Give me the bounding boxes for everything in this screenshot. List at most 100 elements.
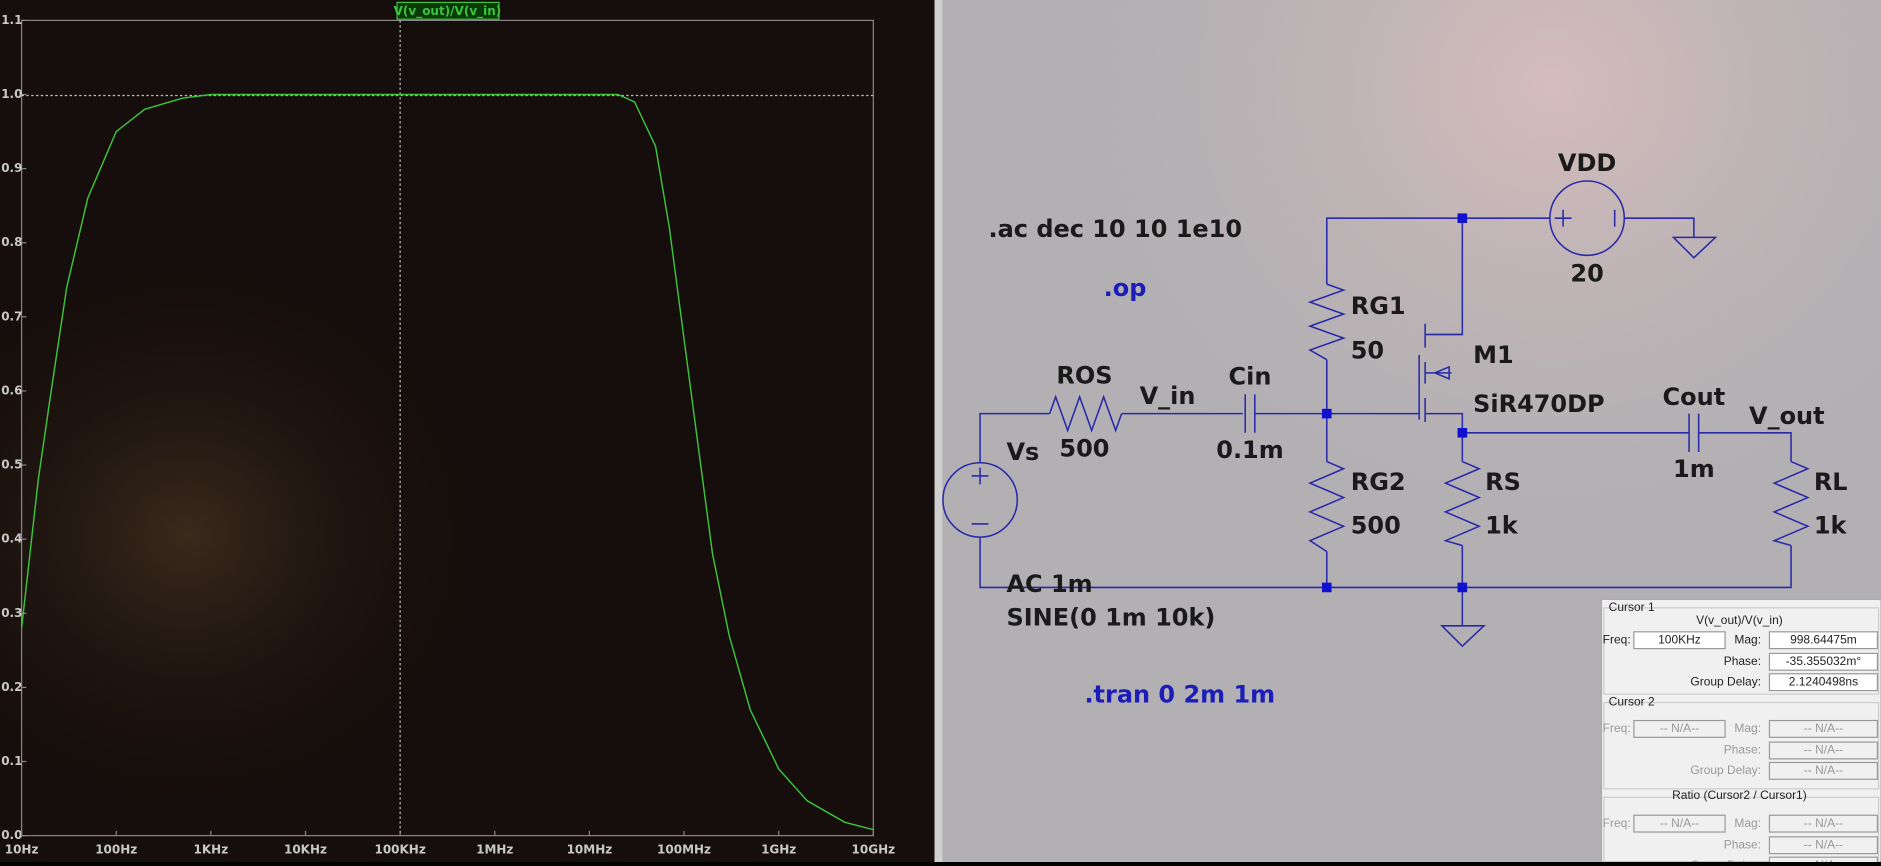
component-name[interactable]: ROS	[1056, 361, 1112, 389]
x-tick-label: 1GHz	[761, 843, 796, 857]
net-label[interactable]: V_in	[1140, 382, 1196, 410]
field[interactable]	[1768, 673, 1879, 692]
field-label: Mag:	[1734, 721, 1761, 735]
vs-polarity	[971, 467, 989, 525]
component-value[interactable]: 500	[1351, 511, 1401, 539]
mosfet	[1418, 323, 1464, 433]
y-tick-label: 0.9	[1, 161, 22, 175]
component-name[interactable]: M1	[1473, 341, 1514, 369]
plot-shade	[0, 0, 935, 862]
component-value[interactable]: 500	[1059, 435, 1109, 463]
field-value: 100KHz	[1658, 632, 1701, 646]
field-value: -- N/A--	[1804, 858, 1843, 862]
field-value: -- N/A--	[1804, 837, 1843, 851]
junction	[1457, 213, 1468, 223]
capacitor-cin	[1244, 394, 1256, 433]
field-value: -35.355032m°	[1786, 654, 1862, 668]
component-name[interactable]: Vs	[1006, 438, 1039, 466]
group-heading: Cursor 2	[1609, 695, 1655, 709]
net-label[interactable]: V_out	[1749, 402, 1825, 430]
component-name[interactable]: Cin	[1229, 363, 1272, 391]
field-label: Freq:	[1603, 632, 1631, 646]
field[interactable]	[1768, 761, 1879, 780]
trace-title: V(v_out)/V(v_in)	[394, 4, 502, 19]
field-value: -- N/A--	[1660, 721, 1699, 735]
y-tick-label: 0.1	[1, 754, 22, 768]
trace	[20, 93, 874, 831]
y-tick-label: 0.3	[1, 606, 22, 620]
field[interactable]	[1633, 719, 1726, 738]
y-tick-label: 0.2	[1, 680, 22, 694]
splitter[interactable]	[934, 0, 943, 862]
resistor-rs	[1443, 460, 1482, 547]
x-tick-label: 1MHz	[476, 843, 513, 857]
y-tick-label: 0.0	[1, 828, 22, 842]
field-label: Mag:	[1734, 816, 1761, 830]
group-heading: Ratio (Cursor2 / Cursor1)	[1672, 788, 1807, 802]
field-label: Phase:	[1724, 837, 1761, 851]
y-tick-label: 0.8	[1, 235, 22, 249]
x-tick-label: 10Hz	[5, 843, 39, 857]
field-label: Group Delay:	[1690, 763, 1761, 777]
component-name[interactable]: Cout	[1663, 383, 1726, 411]
field-value: -- N/A--	[1804, 743, 1843, 757]
field[interactable]	[1768, 836, 1879, 855]
field[interactable]	[1768, 741, 1879, 760]
group-frame	[1603, 607, 1880, 695]
source-vs	[942, 461, 1019, 538]
component-value[interactable]: SiR470DP	[1473, 390, 1604, 418]
component-value[interactable]: SINE(0 1m 10k)	[1006, 604, 1215, 632]
ground	[1440, 236, 1718, 648]
field-value: -- N/A--	[1804, 763, 1843, 777]
field-value: 998.64475m	[1790, 632, 1857, 646]
resistor-rl	[1771, 460, 1810, 547]
component-name[interactable]: RG2	[1351, 468, 1406, 496]
field[interactable]	[1768, 631, 1879, 650]
resistor-ros	[1048, 394, 1123, 433]
directive[interactable]: .tran 0 2m 1m	[1084, 680, 1275, 708]
group-frame	[1603, 796, 1880, 866]
component-name[interactable]: VDD	[1558, 149, 1616, 177]
plot-frame	[20, 19, 874, 837]
component-value[interactable]: 50	[1351, 336, 1384, 364]
field-label: Phase:	[1724, 743, 1761, 757]
field-label: Group Delay:	[1690, 858, 1761, 862]
trace-name: V(v_out)/V(v_in)	[1696, 613, 1783, 627]
cursor-panel: Cursor 1 V(v_out)/V(v_in) Freq: 100KHz Mag: 9…	[1600, 598, 1881, 866]
group-frame	[1603, 701, 1880, 790]
field-label: Group Delay:	[1690, 674, 1761, 688]
y-tick-label: 0.4	[1, 532, 22, 546]
x-tick-label: 1KHz	[194, 843, 229, 857]
vdd-polarity	[1554, 209, 1616, 227]
field[interactable]	[1633, 814, 1726, 833]
field-label: Freq:	[1603, 816, 1631, 830]
field-value: -- N/A--	[1660, 816, 1699, 830]
junction	[1457, 582, 1468, 593]
component-name[interactable]: RG1	[1351, 292, 1406, 320]
resistor-rg2	[1308, 460, 1346, 553]
field[interactable]	[1633, 631, 1726, 650]
component-value[interactable]: 0.1m	[1216, 436, 1283, 464]
component-value[interactable]: AC 1m	[1006, 570, 1092, 598]
field[interactable]	[1768, 719, 1879, 738]
component-value[interactable]: 20	[1570, 260, 1603, 288]
component-value[interactable]: 1k	[1814, 511, 1848, 539]
component-name[interactable]: RS	[1485, 468, 1521, 496]
x-tick-label: 100Hz	[95, 843, 137, 857]
plot: 0.0 0.1 0.2 0.3 0.4 0.5 0.6 0.7 0.8 0.9 1.0 1.1 10Hz…	[1, 1, 895, 857]
field[interactable]	[1768, 814, 1879, 833]
directive[interactable]: .ac dec 10 10 1e10	[988, 215, 1242, 243]
component-value[interactable]: 1k	[1485, 511, 1519, 539]
junctions	[1321, 213, 1468, 593]
directive[interactable]: .op	[1104, 274, 1147, 302]
field[interactable]	[1768, 652, 1879, 671]
trace-title-box[interactable]	[396, 1, 500, 20]
field-value: -- N/A--	[1804, 816, 1843, 830]
x-tick-label: 100KHz	[374, 843, 425, 857]
component-value[interactable]: 1m	[1673, 455, 1715, 483]
junction	[1457, 428, 1468, 438]
component-name[interactable]: RL	[1814, 468, 1848, 496]
group-heading: Cursor 1	[1609, 600, 1655, 614]
field-label: Phase:	[1724, 654, 1761, 668]
resistor-rg1	[1307, 283, 1346, 361]
